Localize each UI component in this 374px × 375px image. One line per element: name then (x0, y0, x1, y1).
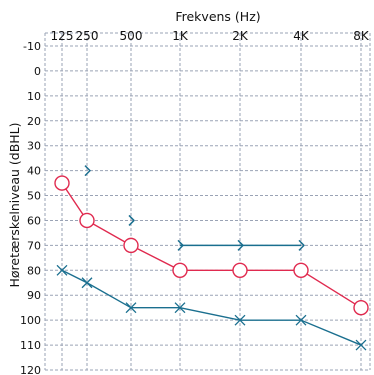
x-tick-labels: 125 250 500 1K 2K 4K 8K (51, 29, 370, 43)
y-tick-label: 70 (27, 239, 41, 252)
bracket-marker (298, 239, 305, 251)
x-marker (234, 314, 246, 326)
x-marker (56, 264, 68, 276)
y-tick-label: 110 (20, 339, 41, 352)
circle-marker (232, 262, 248, 279)
x-marker (125, 302, 137, 314)
x-tick-label: 8K (353, 29, 370, 43)
grid (44, 32, 371, 371)
circle-marker (79, 212, 95, 229)
y-tick-label: 30 (27, 140, 41, 153)
x-tick-label: 2K (232, 29, 249, 43)
x-marker (355, 339, 367, 351)
bracket-marker (84, 165, 91, 177)
y-tick-label: 10 (27, 90, 41, 103)
y-tick-label: 0 (34, 65, 41, 78)
x-tick-label: 4K (293, 29, 310, 43)
y-tick-label: -10 (23, 40, 41, 53)
x-marker (81, 277, 93, 289)
y-tick-labels: -10 0 10 20 30 40 50 60 70 80 90 100 110 120 (20, 40, 41, 375)
circle-marker (54, 175, 70, 191)
x-tick-label: 500 (120, 29, 143, 43)
circle-marker (123, 237, 139, 254)
x-marker (174, 302, 186, 314)
y-tick-label: 50 (27, 190, 41, 203)
circle-marker (293, 262, 309, 279)
y-tick-label: 40 (27, 165, 41, 178)
circle-marker (353, 299, 369, 316)
bracket-marker (128, 214, 135, 226)
x-tick-label: 125 (51, 29, 74, 43)
bracket-marker (237, 239, 244, 251)
y-tick-label: 60 (27, 214, 41, 227)
series-line (61, 269, 362, 346)
y-tick-label: 120 (20, 364, 41, 375)
y-tick-label: 90 (27, 289, 41, 302)
x-axis-title: Frekvens (Hz) (175, 9, 260, 24)
y-tick-label: 100 (20, 314, 41, 327)
bracket-marker (177, 239, 184, 251)
data-series (54, 165, 369, 351)
x-tick-label: 250 (76, 29, 99, 43)
x-marker (295, 314, 307, 326)
y-tick-label: 20 (27, 115, 41, 128)
y-tick-label: 80 (27, 264, 41, 277)
circle-marker (172, 262, 188, 279)
y-axis-title: Høretærskelniveau (dBHL) (7, 122, 22, 287)
x-tick-label: 1K (172, 29, 189, 43)
